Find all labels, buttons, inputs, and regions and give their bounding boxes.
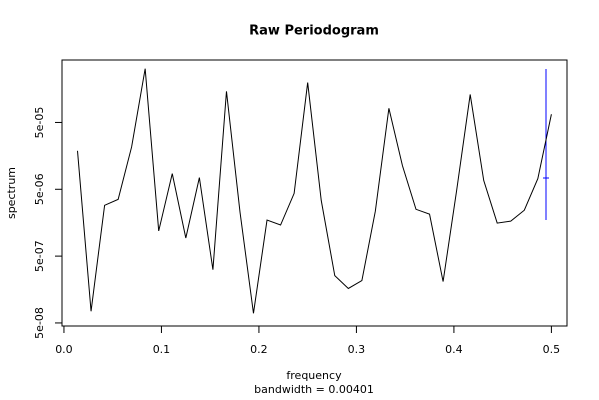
- x-tick-label: 0.1: [153, 343, 171, 356]
- x-axis-label: frequency: [286, 369, 342, 382]
- y-tick-label: 5e-07: [33, 240, 46, 272]
- x-tick-label: 0.2: [250, 343, 268, 356]
- y-tick-label: 5e-08: [33, 307, 46, 339]
- y-tick-label: 5e-06: [33, 173, 46, 205]
- spectrum-line: [77, 68, 552, 314]
- plot-box: [61, 59, 568, 327]
- x-tick-label: 0.0: [55, 343, 73, 356]
- x-tick-label: 0.3: [348, 343, 366, 356]
- y-tick-label: 5e-05: [33, 107, 46, 139]
- chart-title: Raw Periodogram: [249, 24, 379, 39]
- x-tick-label: 0.5: [543, 343, 561, 356]
- bandwidth-cross: [543, 69, 549, 220]
- x-tick-label: 0.4: [445, 343, 463, 356]
- subtitle: bandwidth = 0.00401: [254, 383, 374, 396]
- y-axis-label: spectrum: [5, 167, 18, 219]
